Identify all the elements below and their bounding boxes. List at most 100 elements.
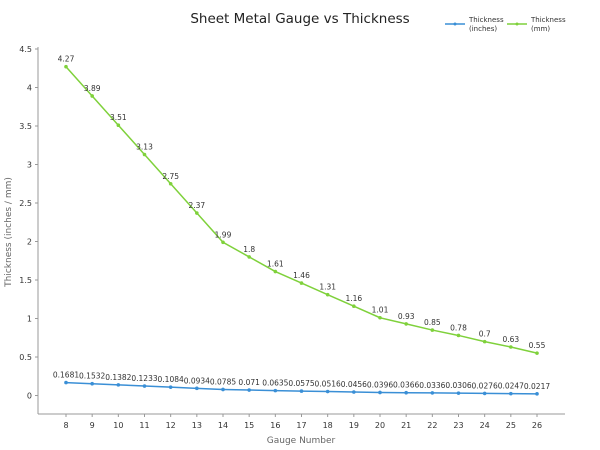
x-tick-label: 11 [139,421,149,430]
data-label: 0.85 [424,318,441,327]
data-point [404,322,408,326]
data-point [247,388,251,392]
legend-item-0[interactable]: Thickness(inches) [445,16,504,33]
series-0: 0.1681 0.1532 0.1382 0.1233 0.1084 0.0934 0.07… [53,371,550,396]
data-point [299,389,304,393]
data-point [195,386,199,391]
data-point [482,391,487,396]
data-label: 1.01 [372,306,389,315]
x-tick-label: 14 [218,421,228,430]
data-label: 0.0934 [184,376,210,385]
data-label: 0.0247 [498,382,524,391]
x-tick-label: 20 [375,421,385,430]
data-label: 3.13 [136,142,153,151]
data-label: 0.0336 [419,381,445,390]
data-label: 0.0635 [262,379,288,388]
legend-label: Thickness [468,16,504,24]
data-label: 0.55 [529,341,546,350]
data-label: 0.0276 [472,381,498,390]
data-point [535,351,539,355]
chart-title: Sheet Metal Gauge vs Thickness [190,11,409,27]
legend-marker [453,22,457,26]
data-point [273,269,278,274]
data-point [90,381,94,386]
data-point [378,315,382,320]
data-label: 1.16 [345,294,362,303]
series-1: 4.27 3.89 3.51 3.13 2.75 2.37 1.99 1.8 1.61 1.46 1… [58,55,546,355]
x-tick-label: 8 [63,421,68,430]
data-label: 0.0366 [393,381,419,390]
data-point [64,64,68,69]
y-tick-label: 0 [27,392,32,401]
x-tick-label: 19 [349,421,359,430]
legend: Thickness(inches)Thickness(mm) [445,16,566,33]
data-point [221,387,225,392]
data-point [221,240,225,245]
data-label: 0.1382 [105,373,131,382]
x-tick-label: 15 [244,421,254,430]
x-tick-label: 9 [90,421,95,430]
data-point [404,390,408,395]
y-axis-label: Thickness (inches / mm) [4,177,14,288]
data-point [509,391,513,396]
x-tick-label: 23 [453,421,463,430]
y-tick-label: 3 [27,161,32,170]
data-point [352,304,356,308]
y-tick-label: 1.5 [19,276,32,285]
data-label: 0.0396 [367,380,393,389]
x-tick-label: 25 [506,421,516,430]
data-label: 0.0456 [341,380,367,389]
y-tick-label: 0.5 [19,353,32,362]
y-tick-label: 2.5 [19,199,32,208]
data-point [535,392,539,396]
data-label: 0.1532 [79,372,105,381]
data-label: 0.78 [450,323,467,332]
data-point [116,123,121,128]
data-point [482,339,487,344]
data-label: 0.0217 [524,382,550,391]
data-point [430,328,435,332]
data-point [352,390,356,394]
x-tick-label: 24 [480,421,490,430]
legend-marker [515,22,519,26]
data-label: 0.93 [398,312,415,321]
data-point [378,390,382,395]
data-point [273,388,278,393]
data-label: 0.1681 [53,371,79,380]
data-label: 0.071 [238,378,260,387]
legend-item-1[interactable]: Thickness(mm) [507,16,566,33]
legend-label: Thickness [530,16,566,24]
data-point [116,383,121,387]
x-tick-label: 13 [192,421,202,430]
data-point [142,152,147,157]
data-label: 2.37 [188,201,205,210]
data-point [430,391,435,395]
data-point [325,292,330,297]
x-tick-label: 21 [401,421,411,430]
data-label: 4.27 [58,55,75,64]
x-tick-label: 17 [296,421,306,430]
data-point [168,385,173,389]
data-label: 0.1233 [131,374,157,383]
series-line [65,66,538,354]
data-label: 0.0575 [288,379,314,388]
data-point [325,389,330,394]
x-tick-label: 16 [270,421,280,430]
data-label: 3.51 [110,113,127,122]
axes: 0 0.5 1 1.5 2 2.5 3 3.5 4 4.5 8 9 10 11 12 13 14 15 16 17 18… [19,45,565,430]
legend-label: (inches) [469,25,497,33]
x-tick-label: 22 [427,421,437,430]
data-point [64,380,68,385]
data-label: 1.31 [319,283,336,292]
data-label: 0.1084 [158,375,184,384]
data-label: 0.63 [502,335,519,344]
data-point [456,333,461,338]
data-point [509,345,513,349]
y-tick-label: 4.5 [19,45,32,54]
data-label: 1.99 [215,230,232,239]
data-point [195,211,199,215]
data-label: 0.0516 [315,380,341,389]
data-label: 2.75 [162,172,179,181]
data-point [247,255,251,259]
